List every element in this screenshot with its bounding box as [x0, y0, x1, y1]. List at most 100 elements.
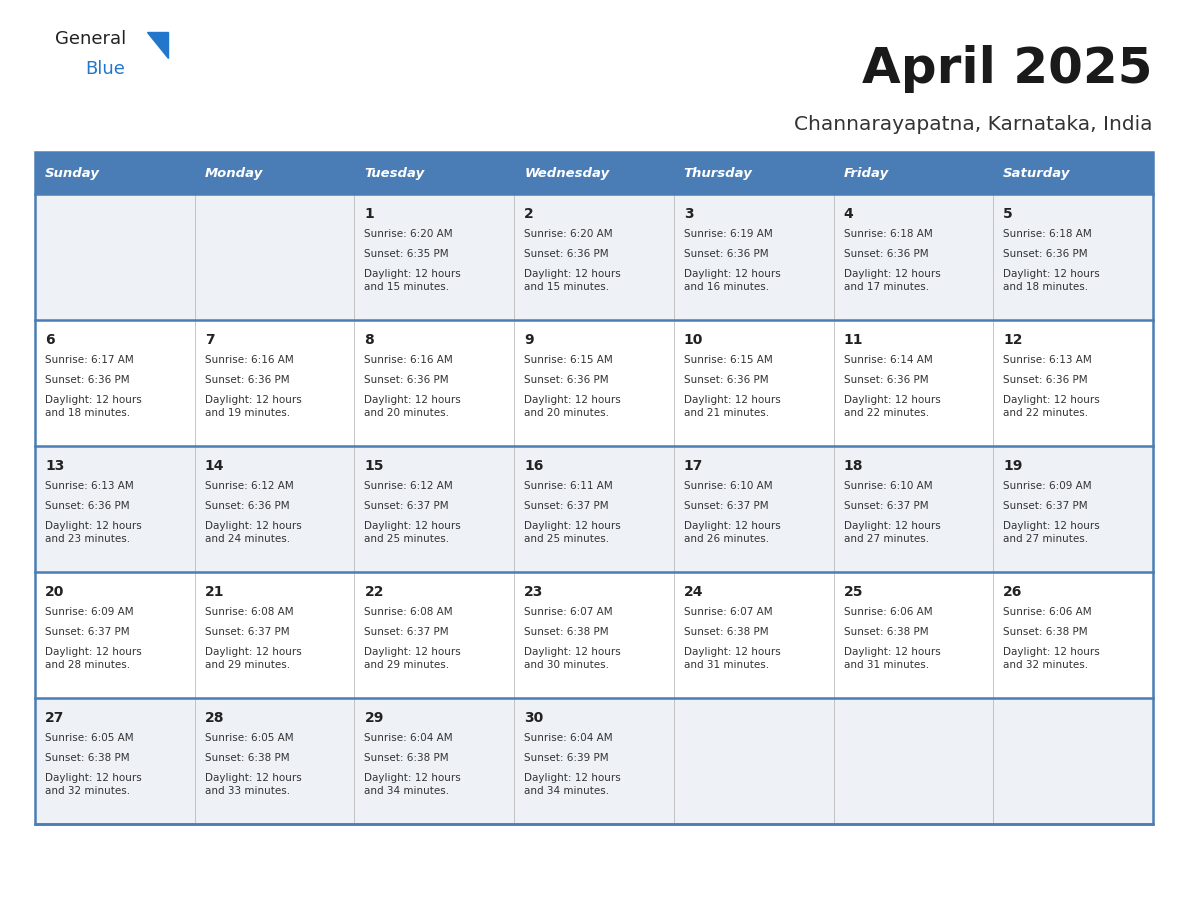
Text: 26: 26 [1004, 585, 1023, 599]
Text: 14: 14 [204, 459, 225, 473]
Text: Sunset: 6:36 PM: Sunset: 6:36 PM [365, 375, 449, 385]
Text: Sunrise: 6:11 AM: Sunrise: 6:11 AM [524, 481, 613, 491]
Text: Daylight: 12 hours
and 16 minutes.: Daylight: 12 hours and 16 minutes. [684, 269, 781, 292]
Text: Sunrise: 6:12 AM: Sunrise: 6:12 AM [204, 481, 293, 491]
Text: Sunset: 6:37 PM: Sunset: 6:37 PM [204, 627, 290, 637]
Bar [674, 152, 834, 194]
Bar [834, 152, 993, 194]
Text: Sunrise: 6:06 AM: Sunrise: 6:06 AM [1004, 607, 1092, 617]
Text: Sunrise: 6:04 AM: Sunrise: 6:04 AM [524, 733, 613, 743]
Text: Sunrise: 6:05 AM: Sunrise: 6:05 AM [45, 733, 133, 743]
Text: Sunset: 6:38 PM: Sunset: 6:38 PM [204, 753, 290, 763]
Text: Sunrise: 6:05 AM: Sunrise: 6:05 AM [204, 733, 293, 743]
Text: Daylight: 12 hours
and 24 minutes.: Daylight: 12 hours and 24 minutes. [204, 521, 302, 544]
Text: Daylight: 12 hours
and 15 minutes.: Daylight: 12 hours and 15 minutes. [524, 269, 621, 292]
Bar [34, 152, 1154, 824]
Text: Sunrise: 6:19 AM: Sunrise: 6:19 AM [684, 229, 772, 239]
Text: Saturday: Saturday [1004, 166, 1070, 180]
Text: Sunset: 6:36 PM: Sunset: 6:36 PM [524, 375, 608, 385]
Text: Daylight: 12 hours
and 18 minutes.: Daylight: 12 hours and 18 minutes. [1004, 269, 1100, 292]
Text: 21: 21 [204, 585, 225, 599]
Text: Sunrise: 6:16 AM: Sunrise: 6:16 AM [365, 355, 453, 365]
Text: Blue: Blue [86, 60, 125, 78]
Text: Sunrise: 6:18 AM: Sunrise: 6:18 AM [843, 229, 933, 239]
Text: 30: 30 [524, 711, 543, 725]
Text: Sunset: 6:36 PM: Sunset: 6:36 PM [684, 249, 769, 259]
Text: Sunset: 6:37 PM: Sunset: 6:37 PM [365, 501, 449, 511]
Text: Sunset: 6:36 PM: Sunset: 6:36 PM [1004, 375, 1088, 385]
Text: Channarayapatna, Karnataka, India: Channarayapatna, Karnataka, India [795, 115, 1154, 134]
Text: Daylight: 12 hours
and 26 minutes.: Daylight: 12 hours and 26 minutes. [684, 521, 781, 544]
Text: Sunset: 6:38 PM: Sunset: 6:38 PM [524, 627, 608, 637]
Text: Sunset: 6:39 PM: Sunset: 6:39 PM [524, 753, 608, 763]
Text: Sunset: 6:37 PM: Sunset: 6:37 PM [843, 501, 928, 511]
Text: Sunset: 6:36 PM: Sunset: 6:36 PM [524, 249, 608, 259]
Text: Sunset: 6:36 PM: Sunset: 6:36 PM [843, 375, 928, 385]
Text: Sunset: 6:36 PM: Sunset: 6:36 PM [684, 375, 769, 385]
Bar [34, 320, 1154, 446]
Text: 25: 25 [843, 585, 862, 599]
Text: 5: 5 [1004, 207, 1013, 221]
Text: Friday: Friday [843, 166, 889, 180]
Text: Sunrise: 6:16 AM: Sunrise: 6:16 AM [204, 355, 293, 365]
Text: Sunset: 6:36 PM: Sunset: 6:36 PM [45, 501, 129, 511]
Bar [34, 446, 1154, 572]
Text: Daylight: 12 hours
and 23 minutes.: Daylight: 12 hours and 23 minutes. [45, 521, 141, 544]
Text: 20: 20 [45, 585, 64, 599]
Text: Sunrise: 6:10 AM: Sunrise: 6:10 AM [684, 481, 772, 491]
Bar [514, 152, 674, 194]
Text: Sunrise: 6:14 AM: Sunrise: 6:14 AM [843, 355, 933, 365]
Text: April 2025: April 2025 [862, 45, 1154, 93]
Text: 3: 3 [684, 207, 694, 221]
Text: 27: 27 [45, 711, 64, 725]
Text: Daylight: 12 hours
and 20 minutes.: Daylight: 12 hours and 20 minutes. [365, 395, 461, 419]
Text: General: General [55, 30, 126, 48]
Text: Sunrise: 6:12 AM: Sunrise: 6:12 AM [365, 481, 453, 491]
Text: Daylight: 12 hours
and 30 minutes.: Daylight: 12 hours and 30 minutes. [524, 647, 621, 670]
Text: Sunset: 6:37 PM: Sunset: 6:37 PM [684, 501, 769, 511]
Text: 16: 16 [524, 459, 544, 473]
Text: 2: 2 [524, 207, 533, 221]
Text: Daylight: 12 hours
and 19 minutes.: Daylight: 12 hours and 19 minutes. [204, 395, 302, 419]
Text: Sunday: Sunday [45, 166, 100, 180]
Text: 18: 18 [843, 459, 862, 473]
Text: Tuesday: Tuesday [365, 166, 424, 180]
Bar [34, 698, 1154, 824]
Text: Sunset: 6:38 PM: Sunset: 6:38 PM [843, 627, 928, 637]
Text: Daylight: 12 hours
and 25 minutes.: Daylight: 12 hours and 25 minutes. [365, 521, 461, 544]
Text: Sunrise: 6:13 AM: Sunrise: 6:13 AM [1004, 355, 1092, 365]
Text: Sunset: 6:36 PM: Sunset: 6:36 PM [204, 375, 290, 385]
Text: Monday: Monday [204, 166, 263, 180]
Text: Daylight: 12 hours
and 29 minutes.: Daylight: 12 hours and 29 minutes. [204, 647, 302, 670]
Text: Sunrise: 6:20 AM: Sunrise: 6:20 AM [365, 229, 453, 239]
Text: Sunrise: 6:04 AM: Sunrise: 6:04 AM [365, 733, 453, 743]
Text: Daylight: 12 hours
and 33 minutes.: Daylight: 12 hours and 33 minutes. [204, 773, 302, 796]
Text: Sunrise: 6:18 AM: Sunrise: 6:18 AM [1004, 229, 1092, 239]
Text: Sunset: 6:37 PM: Sunset: 6:37 PM [365, 627, 449, 637]
Text: 12: 12 [1004, 333, 1023, 347]
Text: Sunrise: 6:10 AM: Sunrise: 6:10 AM [843, 481, 933, 491]
Text: 11: 11 [843, 333, 862, 347]
Text: Daylight: 12 hours
and 22 minutes.: Daylight: 12 hours and 22 minutes. [1004, 395, 1100, 419]
Text: Daylight: 12 hours
and 29 minutes.: Daylight: 12 hours and 29 minutes. [365, 647, 461, 670]
Text: 29: 29 [365, 711, 384, 725]
Text: Sunrise: 6:09 AM: Sunrise: 6:09 AM [1004, 481, 1092, 491]
Text: 13: 13 [45, 459, 64, 473]
Text: Daylight: 12 hours
and 28 minutes.: Daylight: 12 hours and 28 minutes. [45, 647, 141, 670]
Text: Daylight: 12 hours
and 21 minutes.: Daylight: 12 hours and 21 minutes. [684, 395, 781, 419]
Bar [354, 152, 514, 194]
Text: 8: 8 [365, 333, 374, 347]
Text: 1: 1 [365, 207, 374, 221]
Text: Daylight: 12 hours
and 31 minutes.: Daylight: 12 hours and 31 minutes. [684, 647, 781, 670]
Text: Sunrise: 6:13 AM: Sunrise: 6:13 AM [45, 481, 134, 491]
Text: Sunset: 6:38 PM: Sunset: 6:38 PM [365, 753, 449, 763]
Text: Sunset: 6:38 PM: Sunset: 6:38 PM [1004, 627, 1088, 637]
Text: Sunset: 6:36 PM: Sunset: 6:36 PM [843, 249, 928, 259]
Text: 9: 9 [524, 333, 533, 347]
Text: Daylight: 12 hours
and 15 minutes.: Daylight: 12 hours and 15 minutes. [365, 269, 461, 292]
Text: Daylight: 12 hours
and 27 minutes.: Daylight: 12 hours and 27 minutes. [843, 521, 941, 544]
Text: Daylight: 12 hours
and 32 minutes.: Daylight: 12 hours and 32 minutes. [1004, 647, 1100, 670]
Text: Sunset: 6:36 PM: Sunset: 6:36 PM [45, 375, 129, 385]
Text: Daylight: 12 hours
and 34 minutes.: Daylight: 12 hours and 34 minutes. [524, 773, 621, 796]
Text: 23: 23 [524, 585, 544, 599]
